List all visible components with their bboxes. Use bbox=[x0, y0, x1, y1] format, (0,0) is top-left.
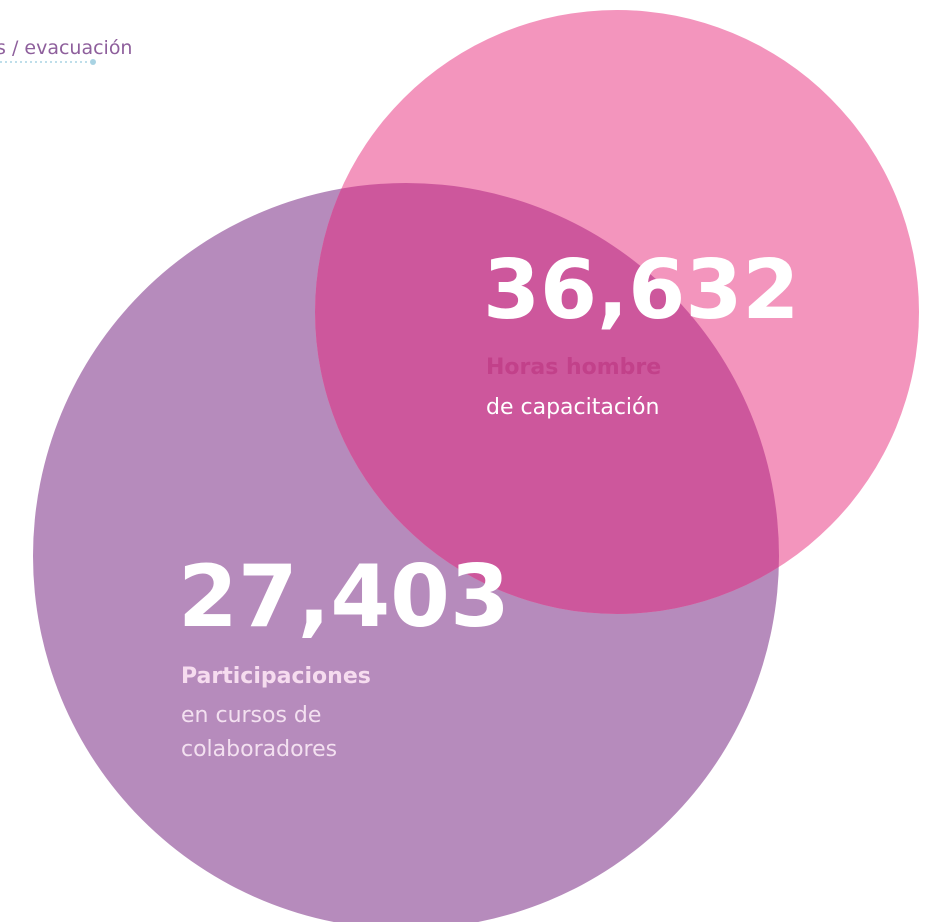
divider-dot bbox=[90, 59, 96, 65]
stat-value: 27,403 bbox=[178, 547, 510, 647]
stat-value: 36,632 bbox=[483, 243, 799, 338]
stat-label: Horas hombre bbox=[486, 355, 661, 380]
stat-description: colaboradores bbox=[181, 737, 337, 762]
stat-description: de capacitación bbox=[486, 395, 659, 420]
section-title: s / evacuación bbox=[0, 37, 132, 59]
stat-label: Participaciones bbox=[181, 664, 371, 689]
stat-description: en cursos de bbox=[181, 703, 321, 728]
